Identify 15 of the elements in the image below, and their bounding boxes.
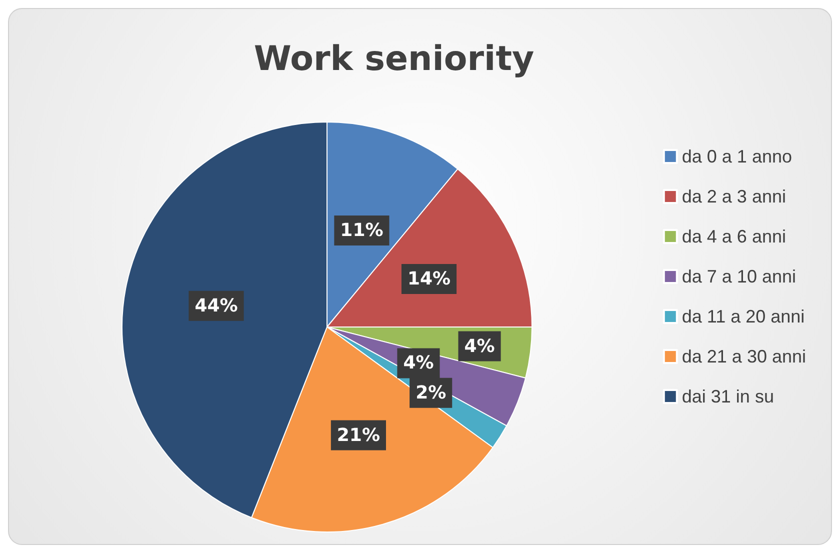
legend-label: da 0 a 1 anno [682, 146, 792, 166]
legend-label: da 2 a 3 anni [682, 186, 786, 206]
chart-title: Work seniority [254, 39, 534, 79]
legend-label: da 7 a 10 anni [682, 266, 796, 286]
data-label: 2% [416, 382, 446, 404]
data-label: 21% [336, 424, 380, 446]
legend-label: da 21 a 30 anni [682, 346, 806, 366]
data-label: 44% [194, 295, 238, 316]
data-label: 11% [340, 220, 384, 242]
data-label: 4% [403, 352, 434, 374]
data-label: 14% [407, 268, 451, 290]
legend-label: dai 31 in su [682, 386, 774, 406]
data-label: 4% [464, 336, 495, 357]
legend-label: da 11 a 20 anni [682, 306, 805, 326]
legend-label: da 4 a 6 anni [682, 226, 786, 246]
